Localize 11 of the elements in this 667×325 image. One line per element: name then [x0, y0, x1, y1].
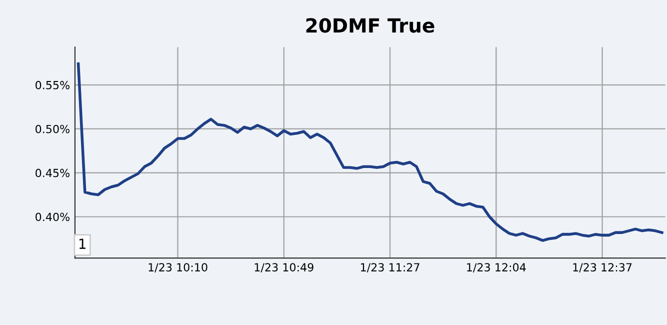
- y-tick-label: 0.45%: [36, 168, 70, 178]
- y-tick-label: 0.50%: [36, 124, 70, 134]
- x-tick-label: 1/23 12:04: [467, 263, 526, 272]
- x-tick-label: 1/23 10:49: [254, 263, 314, 272]
- x-tick-label: 1/23 11:27: [360, 263, 420, 272]
- y-tick-label: 0.55%: [36, 80, 70, 90]
- x-tick-label: 1/23 12:37: [573, 263, 632, 272]
- annotation: 1: [79, 238, 86, 249]
- chart-title: 20DMF True: [306, 18, 434, 33]
- x-tick-label: 1/23 10:10: [148, 263, 208, 272]
- y-tick-label: 0.40%: [36, 212, 70, 222]
